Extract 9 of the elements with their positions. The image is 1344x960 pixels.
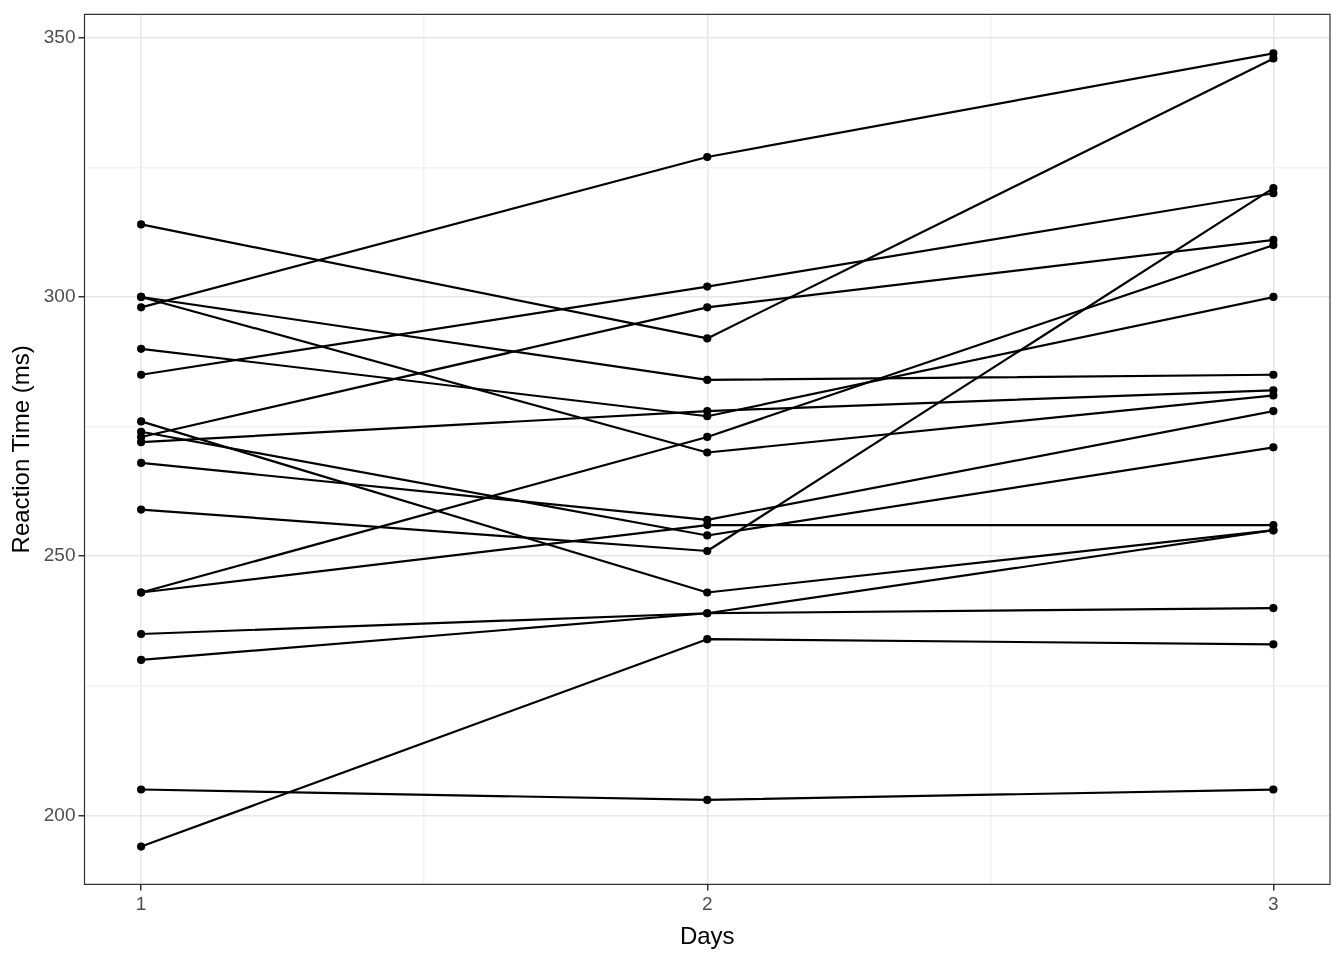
y-tick-label: 350: [43, 25, 76, 47]
y-tick-label: 250: [43, 544, 76, 566]
x-axis-title: Days: [679, 922, 735, 950]
x-tick-label: 2: [701, 893, 713, 915]
x-tick-label: 1: [135, 893, 147, 915]
y-tick-label: 300: [43, 285, 76, 307]
y-tick-label: 200: [43, 803, 76, 825]
y-axis-title: Reaction Time (ms): [7, 345, 35, 554]
x-tick-label: 3: [1268, 893, 1279, 915]
